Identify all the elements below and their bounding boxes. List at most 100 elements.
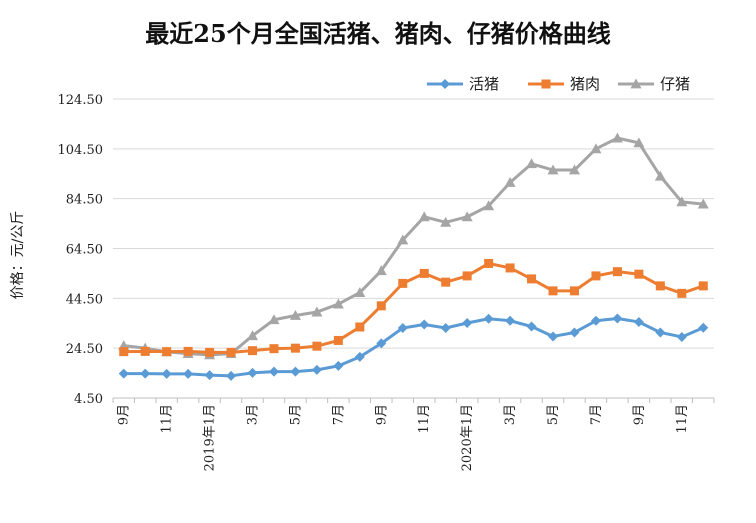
data-point-square bbox=[441, 277, 451, 287]
data-point-diamond bbox=[440, 79, 450, 89]
x-tick-label: 11月 bbox=[417, 404, 432, 434]
data-point-square bbox=[269, 344, 279, 354]
data-point-diamond bbox=[462, 318, 473, 329]
data-point-square bbox=[612, 267, 622, 277]
data-point-triangle bbox=[654, 170, 666, 181]
data-point-triangle bbox=[397, 234, 409, 245]
data-point-diamond bbox=[354, 351, 365, 362]
data-point-diamond bbox=[397, 322, 408, 333]
legend-label: 猪肉 bbox=[570, 75, 600, 93]
legend-item: 活猪 bbox=[427, 75, 499, 93]
data-point-diamond bbox=[311, 364, 322, 375]
x-tick-label: 2019年1月 bbox=[203, 404, 218, 471]
data-point-diamond bbox=[268, 366, 279, 377]
data-point-triangle bbox=[676, 196, 688, 207]
data-point-diamond bbox=[333, 360, 344, 371]
data-point-triangle bbox=[590, 143, 602, 154]
series-diamond bbox=[118, 313, 709, 381]
data-point-diamond bbox=[698, 322, 709, 333]
data-point-triangle bbox=[547, 164, 559, 175]
data-point-diamond bbox=[290, 366, 301, 377]
data-point-square bbox=[541, 79, 551, 89]
grid-lines bbox=[113, 98, 714, 349]
data-point-diamond bbox=[569, 327, 580, 338]
legend: 活猪 猪肉 仔猪 bbox=[427, 75, 690, 93]
data-point-triangle bbox=[630, 78, 642, 89]
data-point-square bbox=[548, 286, 558, 296]
data-point-square bbox=[634, 269, 644, 279]
data-point-diamond bbox=[612, 313, 623, 324]
y-tick-label: 64.50 bbox=[66, 243, 103, 258]
data-point-diamond bbox=[183, 368, 194, 379]
axes: 4.50 24.50 44.50 64.50 84.50 104.50 124.50 9月 11… bbox=[58, 93, 715, 471]
data-point-diamond bbox=[633, 317, 644, 328]
data-point-diamond bbox=[505, 315, 516, 326]
data-point-square bbox=[290, 343, 300, 353]
data-point-square bbox=[376, 301, 386, 311]
x-tick-label: 7月 bbox=[589, 404, 604, 425]
legend-label: 活猪 bbox=[469, 75, 499, 93]
legend-label: 仔猪 bbox=[660, 75, 690, 93]
y-tick-label: 104.50 bbox=[58, 143, 104, 158]
y-tick-label: 24.50 bbox=[66, 342, 103, 357]
data-point-diamond bbox=[140, 368, 151, 379]
data-point-square bbox=[119, 347, 129, 357]
data-point-triangle bbox=[461, 211, 473, 222]
legend-item: 猪肉 bbox=[528, 75, 600, 93]
x-tick-label: 9月 bbox=[632, 404, 647, 425]
data-point-square bbox=[355, 322, 365, 332]
legend-item: 仔猪 bbox=[618, 75, 690, 93]
data-point-square bbox=[527, 274, 537, 284]
data-point-square bbox=[398, 278, 408, 288]
data-point-square bbox=[248, 346, 258, 356]
y-tick-label: 124.50 bbox=[58, 93, 104, 108]
x-tick-label: 11月 bbox=[160, 404, 175, 434]
data-point-triangle bbox=[289, 310, 301, 320]
data-point-triangle bbox=[354, 287, 366, 298]
data-point-diamond bbox=[419, 319, 430, 330]
data-point-square bbox=[591, 271, 601, 281]
y-axis-label: 价格：元/公斤 bbox=[10, 211, 26, 300]
x-tick-label: 11月 bbox=[675, 404, 690, 434]
x-tick-label: 9月 bbox=[374, 404, 389, 425]
data-point-triangle bbox=[526, 158, 538, 169]
data-point-diamond bbox=[204, 370, 215, 381]
data-point-square bbox=[569, 286, 579, 296]
data-point-triangle bbox=[697, 198, 709, 209]
data-point-square bbox=[462, 271, 472, 281]
data-point-triangle bbox=[268, 314, 280, 325]
series-square bbox=[119, 258, 708, 357]
y-tick-label: 44.50 bbox=[66, 292, 103, 307]
data-point-diamond bbox=[483, 313, 494, 324]
data-point-diamond bbox=[526, 321, 537, 332]
x-tick-label: 9月 bbox=[117, 404, 132, 425]
data-point-diamond bbox=[118, 368, 129, 379]
x-tick-label: 2020年1月 bbox=[460, 404, 475, 471]
data-point-square bbox=[655, 281, 665, 291]
data-point-diamond bbox=[548, 331, 559, 342]
data-point-square bbox=[419, 268, 429, 278]
data-point-square bbox=[505, 263, 515, 273]
x-tick-label: 5月 bbox=[546, 404, 561, 425]
series-line bbox=[123, 261, 704, 354]
data-point-triangle bbox=[247, 330, 259, 341]
data-point-square bbox=[312, 341, 322, 351]
data-point-square bbox=[677, 288, 687, 298]
data-point-triangle bbox=[611, 132, 623, 143]
data-point-square bbox=[698, 281, 708, 291]
data-point-triangle bbox=[440, 216, 452, 227]
data-point-square bbox=[226, 347, 236, 357]
x-tick-label: 5月 bbox=[288, 404, 303, 425]
data-point-square bbox=[140, 346, 150, 356]
data-point-triangle bbox=[633, 137, 645, 148]
data-point-diamond bbox=[247, 367, 258, 378]
data-point-triangle bbox=[332, 298, 344, 309]
series-line bbox=[123, 317, 704, 378]
data-point-diamond bbox=[590, 315, 601, 326]
data-point-diamond bbox=[676, 331, 687, 342]
data-point-triangle bbox=[483, 200, 495, 211]
x-tick-label: 3月 bbox=[246, 404, 261, 425]
data-point-triangle bbox=[568, 164, 580, 175]
data-point-square bbox=[162, 347, 172, 357]
data-point-diamond bbox=[376, 338, 387, 349]
